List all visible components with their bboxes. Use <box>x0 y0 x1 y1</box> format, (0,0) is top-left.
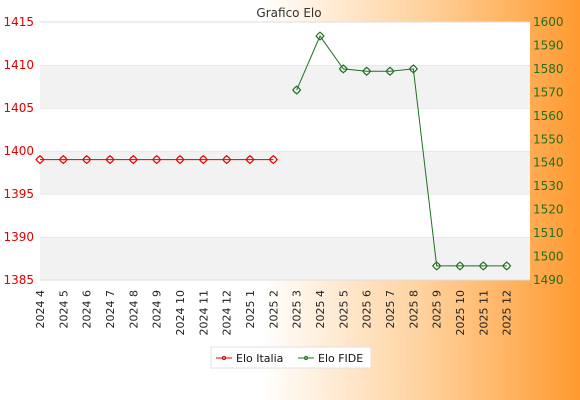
right-tick-label: 1550 <box>533 132 564 146</box>
legend-label-elo-fide: Elo FIDE <box>318 352 363 365</box>
grid-bands <box>40 21 530 281</box>
series-line-elo-fide <box>296 35 507 267</box>
legend-box <box>210 346 372 369</box>
grid-band <box>40 65 530 108</box>
grid-band <box>40 151 530 194</box>
x-axis-ticks: 2024 4 2024 5 2024 6 2024 7 2024 8 2024 9 2024… <box>34 290 514 336</box>
x-tick-label: 2025 3 <box>291 290 304 329</box>
x-tick-label: 2025 6 <box>361 290 374 329</box>
x-tick-label: 2025 4 <box>314 290 327 329</box>
grid-band <box>40 22 530 65</box>
x-tick-label: 2025 9 <box>431 290 444 329</box>
data-point-circle-elo-fide <box>479 262 487 270</box>
legend-marker-elo-italia <box>221 355 227 361</box>
data-point-circle-elo-italia <box>269 156 277 164</box>
x-tick-label: 2025 8 <box>407 290 420 329</box>
legend-label-elo-italia: Elo Italia <box>236 352 283 365</box>
data-point-circle-elo-fide <box>433 262 441 270</box>
data-point-circle-elo-italia <box>83 156 91 164</box>
x-tick-label: 2024 8 <box>127 290 140 329</box>
right-tick-label: 1570 <box>533 85 564 99</box>
left-axis-ticks: 1385 1390 1395 1400 1405 1410 1415 <box>3 15 34 287</box>
data-point-circle-elo-fide <box>339 65 347 73</box>
x-tick-label: 2025 11 <box>477 290 490 336</box>
data-point-circle-elo-italia <box>59 156 67 164</box>
x-tick-label: 2025 10 <box>454 290 467 336</box>
right-tick-label: 1520 <box>533 203 564 217</box>
right-tick-label: 1600 <box>533 15 564 29</box>
data-point-circle-elo-fide <box>363 67 371 75</box>
right-axis-ticks: 1490 1500 1510 1520 1530 1540 1550 1560 1570 1580… <box>533 15 564 287</box>
right-tick-label: 1500 <box>533 250 564 264</box>
x-tick-label: 2024 5 <box>57 290 70 329</box>
left-tick-label: 1400 <box>3 144 34 158</box>
data-point-circle-elo-fide <box>456 262 464 270</box>
data-point-circle-elo-italia <box>199 156 207 164</box>
right-tick-label: 1530 <box>533 179 564 193</box>
right-tick-label: 1490 <box>533 273 564 287</box>
x-tick-label: 2024 9 <box>151 290 164 329</box>
data-point-circle-elo-italia <box>129 156 137 164</box>
right-tick-label: 1580 <box>533 62 564 76</box>
data-point-circle-elo-italia <box>176 156 184 164</box>
grid-band <box>40 108 530 151</box>
legend-marker-elo-fide <box>303 355 309 361</box>
grid-band <box>40 194 530 237</box>
right-tick-label: 1590 <box>533 38 564 52</box>
data-point-circle-elo-fide <box>503 262 511 270</box>
data-point-circle-elo-fide <box>316 32 324 40</box>
data-point-circle-elo-italia <box>153 156 161 164</box>
x-tick-label: 2025 5 <box>337 290 350 329</box>
data-point-circle-elo-fide <box>293 86 301 94</box>
data-point-circle-elo-italia <box>36 156 44 164</box>
right-tick-label: 1540 <box>533 156 564 170</box>
left-tick-label: 1395 <box>3 187 34 201</box>
data-point-circle-elo-italia <box>223 156 231 164</box>
left-tick-label: 1410 <box>3 58 34 72</box>
x-tick-label: 2025 7 <box>384 290 397 329</box>
series-layer <box>35 31 512 271</box>
x-tick-label: 2024 10 <box>174 290 187 336</box>
legend: Elo Italia Elo FIDE <box>210 346 372 369</box>
x-tick-label: 2025 1 <box>244 290 257 329</box>
grid-band <box>40 237 530 280</box>
x-tick-label: 2025 12 <box>501 290 514 336</box>
data-point-circle-elo-fide <box>409 65 417 73</box>
x-tick-label: 2024 7 <box>104 290 117 329</box>
x-tick-label: 2024 6 <box>81 290 94 329</box>
left-tick-label: 1405 <box>3 101 34 115</box>
data-point-circle-elo-italia <box>246 156 254 164</box>
x-tick-label: 2024 12 <box>221 290 234 336</box>
left-tick-label: 1385 <box>3 273 34 287</box>
right-tick-label: 1560 <box>533 109 564 123</box>
right-tick-label: 1510 <box>533 226 564 240</box>
left-tick-label: 1415 <box>3 15 34 29</box>
data-point-circle-elo-fide <box>386 67 394 75</box>
chart-title: Grafico Elo <box>256 6 321 20</box>
left-tick-label: 1390 <box>3 230 34 244</box>
data-point-circle-elo-italia <box>106 156 114 164</box>
x-tick-label: 2024 11 <box>197 290 210 336</box>
x-tick-label: 2024 4 <box>34 290 47 329</box>
x-tick-label: 2025 2 <box>267 290 280 329</box>
